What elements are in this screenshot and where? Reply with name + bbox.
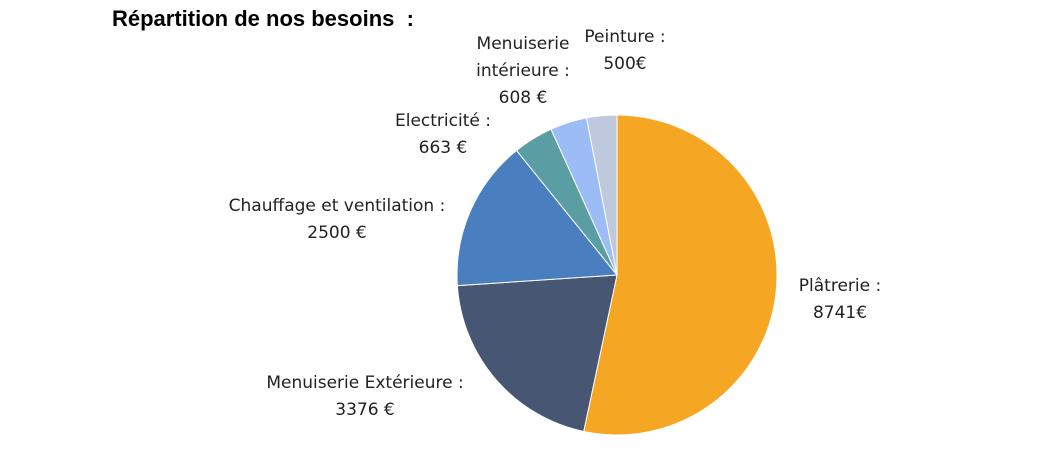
category-label: Plâtrerie : bbox=[798, 276, 882, 296]
slice-label: Menuiserie intérieure : 608 € bbox=[463, 31, 583, 112]
chart-title: Répartition de nos besoins : bbox=[112, 6, 414, 31]
category-label: Menuiserie Extérieure : bbox=[266, 373, 464, 393]
pie-slice bbox=[456, 274, 618, 433]
value-label: 608 € bbox=[498, 88, 548, 108]
value-label: 500€ bbox=[603, 54, 647, 74]
slice-label: Menuiserie Extérieure : 3376 € bbox=[235, 370, 495, 424]
category-label: Electricité : bbox=[395, 111, 491, 131]
slice-label: Chauffage et ventilation : 2500 € bbox=[207, 193, 467, 247]
category-label: Peinture : bbox=[584, 27, 666, 47]
category-label: Chauffage et ventilation : bbox=[228, 196, 446, 216]
pie-slice bbox=[585, 114, 618, 276]
value-label: 8741€ bbox=[812, 303, 868, 323]
slice-label: Electricité : 663 € bbox=[373, 108, 513, 162]
slice-label: Plâtrerie : 8741€ bbox=[740, 273, 940, 327]
slice-label: Peinture : 500€ bbox=[565, 24, 685, 78]
value-label: 3376 € bbox=[335, 400, 395, 420]
category-label: Menuiserie intérieure : bbox=[476, 34, 570, 81]
value-label: 663 € bbox=[418, 138, 468, 158]
value-label: 2500 € bbox=[307, 223, 367, 243]
pie-slice bbox=[456, 149, 618, 287]
pie-slice bbox=[583, 114, 778, 436]
